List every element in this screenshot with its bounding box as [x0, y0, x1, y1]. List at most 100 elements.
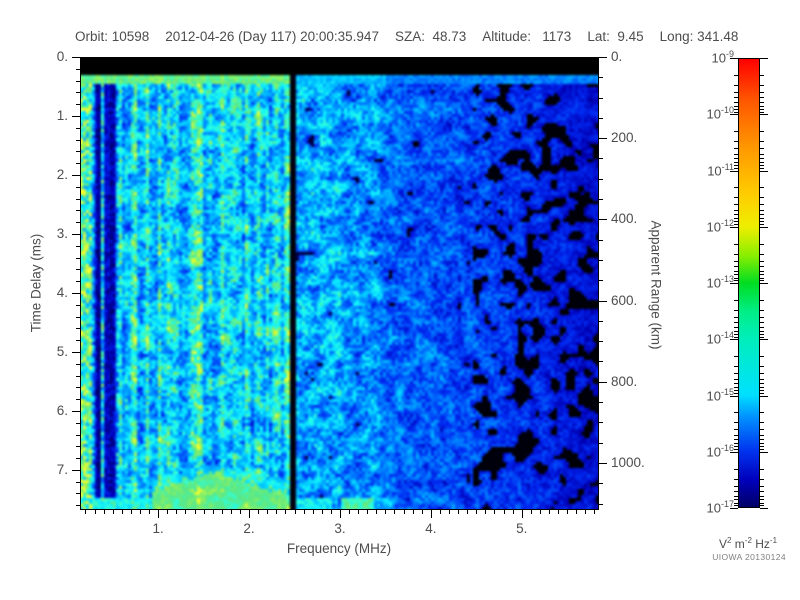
left-minor-tick — [76, 434, 80, 436]
bottom-major-tick — [339, 510, 341, 518]
bottom-minor-tick — [176, 510, 178, 514]
right-minor-tick — [599, 280, 603, 282]
colorbar-minor-tick — [760, 373, 764, 375]
colorbar-minor-tick — [734, 446, 738, 448]
colorbar-minor-tick — [760, 446, 764, 448]
colorbar-minor-tick — [734, 299, 738, 301]
colorbar-minor-tick — [734, 505, 738, 507]
bottom-tick-label: 4. — [425, 521, 437, 536]
bottom-minor-tick — [358, 510, 360, 514]
colorbar-minor-tick — [760, 330, 764, 332]
colorbar-minor-tick — [734, 204, 738, 206]
colorbar-minor-tick — [734, 316, 738, 318]
colorbar-major-tick — [730, 58, 738, 59]
bottom-minor-tick — [330, 510, 332, 514]
colorbar-minor-tick — [760, 495, 764, 497]
colorbar-minor-tick — [734, 326, 738, 328]
colorbar-minor-tick — [760, 316, 764, 318]
bottom-minor-tick — [203, 510, 205, 514]
colorbar-major-tick — [730, 226, 738, 228]
y-axis-label-left: Time Delay (ms) — [28, 233, 44, 333]
colorbar-minor-tick — [760, 141, 764, 143]
colorbar-minor-tick — [760, 209, 764, 211]
colorbar-minor-tick — [760, 148, 764, 150]
bottom-minor-tick — [139, 510, 141, 514]
left-tick-label: 1. — [56, 107, 68, 123]
latitude-value: Lat: 9.45 — [587, 29, 644, 44]
bottom-minor-tick — [549, 510, 550, 514]
colorbar-minor-tick — [734, 91, 738, 93]
left-minor-tick — [76, 139, 80, 141]
colorbar-minor-tick — [760, 412, 764, 414]
left-major-tick — [72, 115, 80, 117]
left-major-tick — [72, 410, 80, 412]
bottom-minor-tick — [276, 510, 278, 514]
colorbar-minor-tick — [760, 161, 764, 163]
right-tick-label: 600. — [611, 292, 638, 308]
bottom-minor-tick — [130, 510, 132, 514]
bottom-minor-tick — [530, 510, 532, 514]
right-minor-tick — [599, 503, 603, 505]
colorbar-major-tick — [760, 339, 768, 341]
colorbar-minor-tick — [760, 485, 764, 487]
left-minor-tick — [76, 458, 80, 460]
colorbar-minor-tick — [760, 499, 764, 501]
right-minor-tick — [599, 239, 603, 241]
colorbar-minor-tick — [760, 266, 764, 268]
colorbar-minor-tick — [734, 383, 738, 385]
colorbar-minor-tick — [734, 495, 738, 497]
colorbar-major-tick — [760, 395, 768, 397]
colorbar-major-tick — [730, 170, 738, 172]
left-minor-tick — [76, 186, 80, 188]
colorbar-minor-tick — [760, 84, 764, 86]
bottom-tick-label: 3. — [334, 521, 346, 536]
left-major-tick — [72, 57, 80, 58]
colorbar-minor-tick — [734, 392, 738, 394]
right-major-tick — [599, 219, 607, 221]
bottom-minor-tick — [385, 510, 387, 514]
colorbar-minor-tick — [734, 330, 738, 332]
colorbar-major-tick — [730, 339, 738, 341]
bottom-minor-tick — [212, 510, 214, 514]
left-minor-tick — [76, 446, 80, 448]
bottom-minor-tick — [558, 510, 560, 514]
colorbar-minor-tick — [760, 101, 764, 103]
colorbar-minor-tick — [760, 167, 764, 169]
left-minor-tick — [76, 210, 80, 212]
left-minor-tick — [76, 328, 80, 330]
altitude-value: Altitude: 1173 — [482, 29, 572, 44]
left-minor-tick — [76, 151, 80, 153]
right-tick-label: 400. — [611, 211, 638, 227]
colorbar-tick-label: 10-17 — [706, 499, 734, 516]
colorbar-minor-tick — [760, 434, 764, 436]
left-tick-label: 2. — [56, 166, 68, 182]
bottom-minor-tick — [403, 510, 405, 514]
right-minor-tick — [599, 422, 603, 424]
colorbar-minor-tick — [760, 422, 764, 424]
colorbar-tick-label: 10-14 — [706, 330, 734, 347]
spectrogram-canvas — [80, 57, 599, 510]
left-minor-tick — [76, 281, 80, 283]
colorbar-major-tick — [760, 170, 768, 172]
colorbar-minor-tick — [760, 158, 764, 160]
left-minor-tick — [76, 481, 80, 483]
colorbar-tick-label: 10-16 — [706, 442, 734, 460]
colorbar-major-tick — [760, 283, 768, 284]
colorbar-minor-tick — [734, 277, 738, 279]
bottom-minor-tick — [494, 510, 496, 514]
bottom-major-tick — [521, 510, 523, 518]
bottom-minor-tick — [321, 510, 323, 514]
left-minor-tick — [76, 245, 80, 247]
colorbar-minor-tick — [760, 224, 764, 226]
colorbar-minor-tick — [760, 299, 764, 301]
right-minor-tick — [599, 77, 603, 79]
bottom-major-tick — [430, 510, 432, 518]
colorbar-minor-tick — [760, 187, 764, 189]
colorbar-minor-tick — [734, 443, 738, 445]
colorbar-minor-tick — [760, 197, 764, 199]
colorbar-minor-tick — [760, 111, 764, 113]
colorbar-minor-tick — [760, 260, 764, 262]
colorbar-minor-tick — [760, 478, 764, 480]
left-minor-tick — [76, 316, 80, 318]
left-tick-label: 6. — [56, 402, 68, 418]
